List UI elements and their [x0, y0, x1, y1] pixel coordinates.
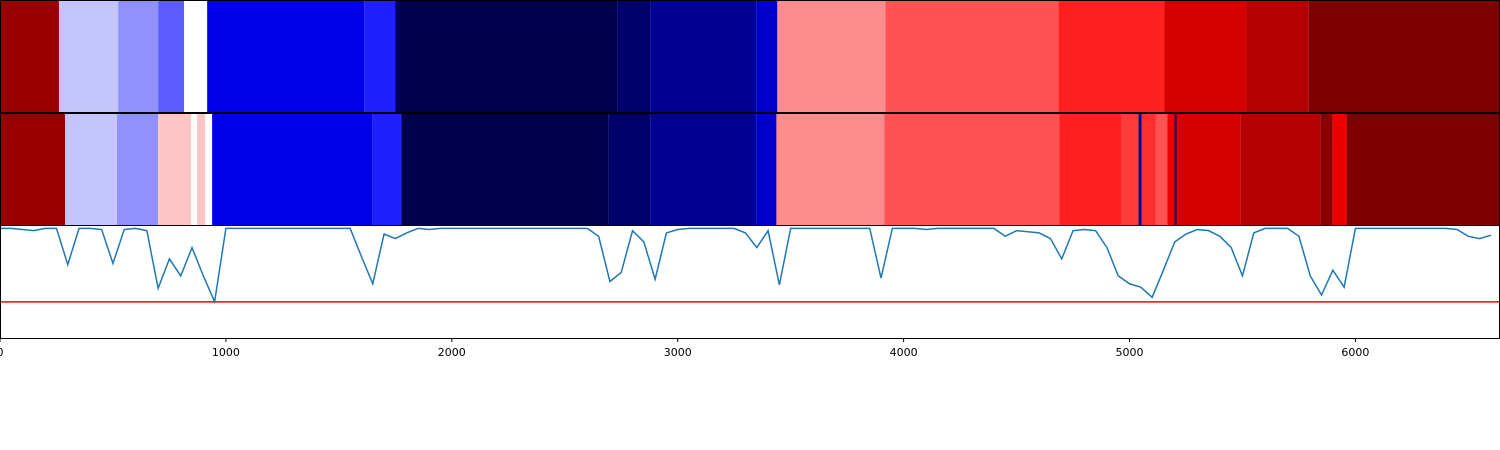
segment: [158, 113, 192, 225]
panel-frame: [0, 225, 1500, 339]
segment: [1155, 113, 1168, 225]
segment: [372, 113, 402, 225]
segment: [1138, 113, 1142, 225]
segment: [1240, 113, 1321, 225]
x-tick-label: 1000: [212, 346, 240, 359]
segment: [395, 0, 618, 112]
segment: [1059, 113, 1122, 225]
x-tick-label: 3000: [664, 346, 692, 359]
segment: [608, 113, 651, 225]
segment: [1346, 113, 1500, 225]
segment: [158, 0, 185, 112]
segment: [777, 0, 886, 112]
segment: [756, 113, 777, 225]
segment: [1308, 0, 1500, 112]
segment: [1320, 113, 1333, 225]
segment: [885, 0, 1059, 112]
segment: [205, 113, 213, 225]
x-tick-label: 6000: [1341, 346, 1369, 359]
segment: [1058, 0, 1165, 112]
segment: [207, 0, 365, 112]
data-line: [0, 227, 1492, 305]
segment: [0, 0, 59, 112]
x-tick-label: 4000: [890, 346, 918, 359]
segment: [196, 113, 206, 225]
segment: [65, 113, 118, 225]
segment: [884, 113, 1060, 225]
segment: [1141, 113, 1156, 225]
segment: [191, 113, 197, 225]
segment: [118, 0, 159, 112]
segment: [617, 0, 651, 112]
segment: [364, 0, 396, 112]
segment: [1332, 113, 1347, 225]
segment: [756, 0, 778, 112]
segment: [1167, 113, 1175, 225]
segment: [1176, 113, 1241, 225]
segment: [184, 0, 208, 112]
segment: [650, 113, 757, 225]
segment: [1174, 113, 1177, 225]
segment: [212, 113, 373, 225]
segment: [1121, 113, 1139, 225]
x-tick-label: 2000: [438, 346, 466, 359]
segment: [401, 113, 609, 225]
x-tick-label: 0: [0, 346, 4, 359]
segment: [117, 113, 159, 225]
x-tick-label: 5000: [1116, 346, 1144, 359]
segment: [0, 113, 66, 225]
segment: [1164, 0, 1247, 112]
segment: [58, 0, 119, 112]
segment: [650, 0, 757, 112]
segment: [776, 113, 885, 225]
segment: [1246, 0, 1309, 112]
